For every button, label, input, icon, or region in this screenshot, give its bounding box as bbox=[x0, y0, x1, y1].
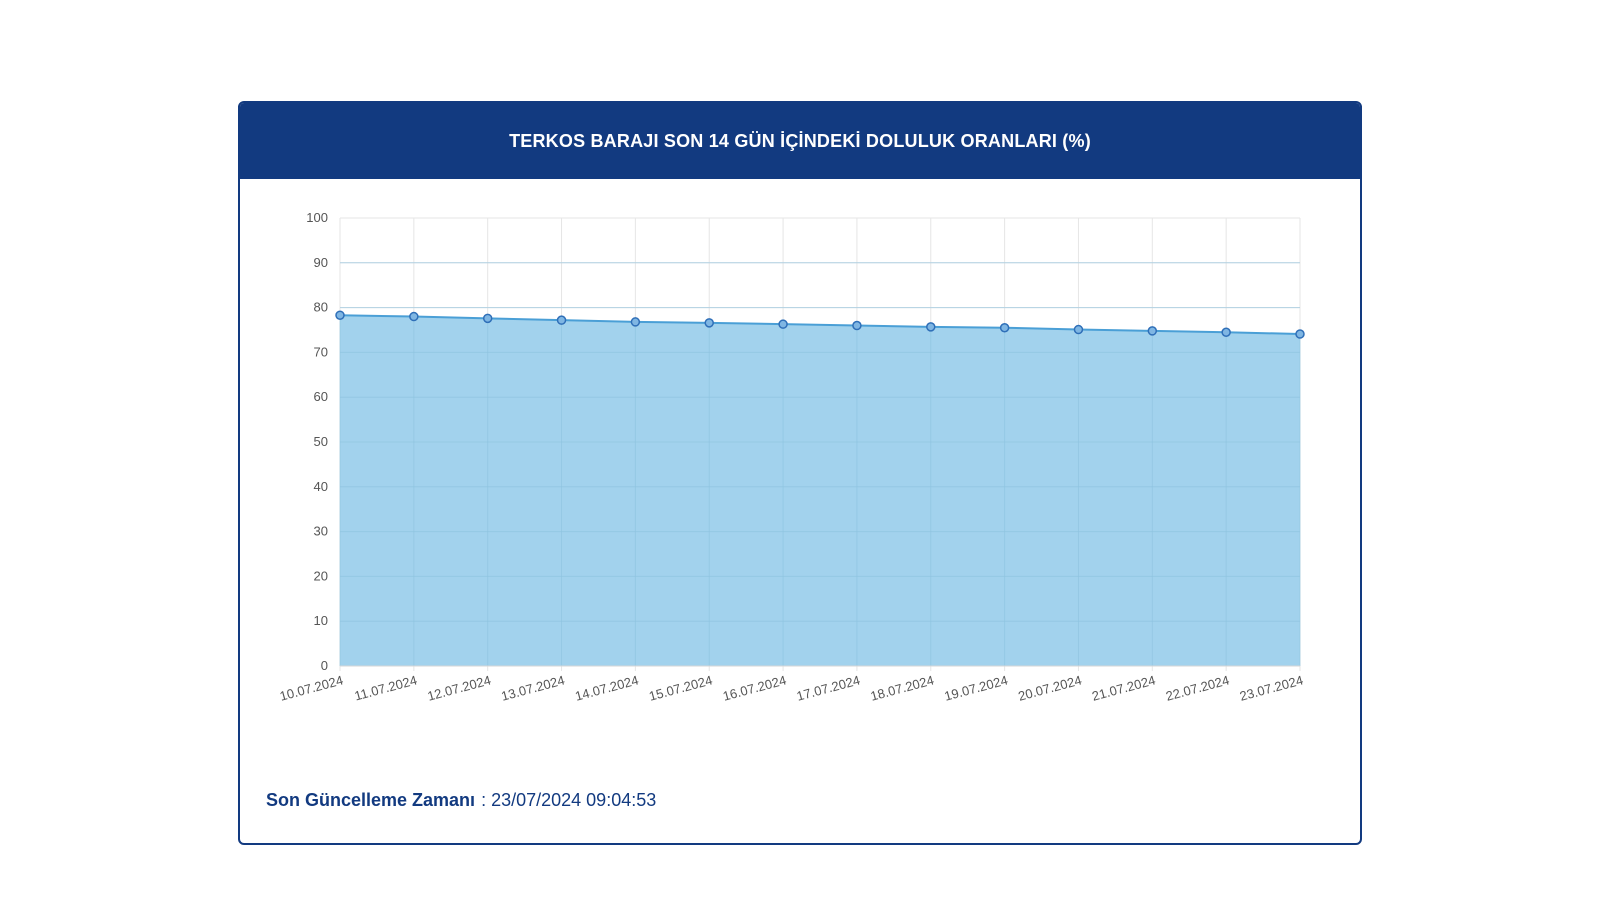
card-title: TERKOS BARAJI SON 14 GÜN İÇİNDEKİ DOLULU… bbox=[509, 130, 1091, 151]
y-tick-label: 70 bbox=[314, 344, 328, 359]
y-tick-label: 90 bbox=[314, 255, 328, 270]
data-point bbox=[778, 319, 788, 329]
y-tick-label: 0 bbox=[321, 658, 328, 673]
occupancy-area-chart: 0 10 20 30 40 50 60 70 80 90 100 10.07.2024 11.07.20… bbox=[278, 210, 1305, 704]
chart-area: 0 10 20 30 40 50 60 70 80 90 100 10.07.2024 11.07.20… bbox=[240, 179, 1360, 739]
data-point bbox=[482, 313, 493, 324]
y-tick-label: 20 bbox=[314, 568, 328, 583]
data-point bbox=[335, 310, 345, 320]
x-tick-label: 22.07.2024 bbox=[1164, 672, 1231, 703]
data-point bbox=[1221, 327, 1231, 337]
x-tick-label: 21.07.2024 bbox=[1090, 672, 1157, 703]
data-point bbox=[852, 320, 862, 331]
x-tick-label: 17.07.2024 bbox=[795, 672, 862, 703]
y-tick-label: 30 bbox=[314, 524, 328, 539]
y-tick-label: 80 bbox=[314, 300, 328, 315]
last-update-value: 23/07/2024 09:04:53 bbox=[491, 790, 657, 810]
x-tick-label: 11.07.2024 bbox=[353, 672, 419, 703]
x-tick-label: 16.07.2024 bbox=[721, 672, 788, 703]
last-update-label: Son Güncelleme Zamanı bbox=[266, 790, 476, 810]
x-tick-label: 19.07.2024 bbox=[943, 672, 1010, 703]
data-point bbox=[704, 318, 714, 328]
data-point bbox=[1147, 326, 1158, 336]
y-tick-label: 10 bbox=[314, 613, 328, 628]
data-point bbox=[630, 317, 641, 327]
data-point bbox=[409, 311, 419, 322]
x-tick-label: 18.07.2024 bbox=[869, 672, 936, 703]
x-tick-label: 12.07.2024 bbox=[426, 672, 493, 703]
card-header: TERKOS BARAJI SON 14 GÜN İÇİNDEKİ DOLULU… bbox=[240, 103, 1360, 179]
last-update-separator: : bbox=[481, 790, 487, 810]
data-point bbox=[1295, 329, 1305, 339]
data-point bbox=[999, 323, 1010, 333]
x-tick-label: 15.07.2024 bbox=[647, 672, 714, 703]
x-tick-label: 20.07.2024 bbox=[1016, 672, 1083, 703]
series-line bbox=[339, 314, 1301, 336]
x-tick-label: 10.07.2024 bbox=[278, 672, 345, 703]
last-update: Son Güncelleme Zamanı:23/07/2024 09:04:5… bbox=[266, 790, 656, 811]
y-tick-label: 40 bbox=[314, 479, 328, 494]
y-tick-label: 60 bbox=[314, 389, 328, 404]
area-fill bbox=[340, 315, 1300, 666]
data-point bbox=[556, 315, 567, 325]
x-tick-label: 23.07.2024 bbox=[1238, 672, 1305, 703]
y-tick-label: 100 bbox=[306, 210, 328, 225]
x-tick-label: 14.07.2024 bbox=[573, 672, 640, 703]
x-tick-label: 13.07.2024 bbox=[500, 672, 567, 703]
data-point bbox=[926, 322, 936, 332]
data-point bbox=[1073, 324, 1084, 335]
y-tick-label: 50 bbox=[314, 434, 328, 449]
dam-occupancy-card: TERKOS BARAJI SON 14 GÜN İÇİNDEKİ DOLULU… bbox=[238, 101, 1362, 845]
